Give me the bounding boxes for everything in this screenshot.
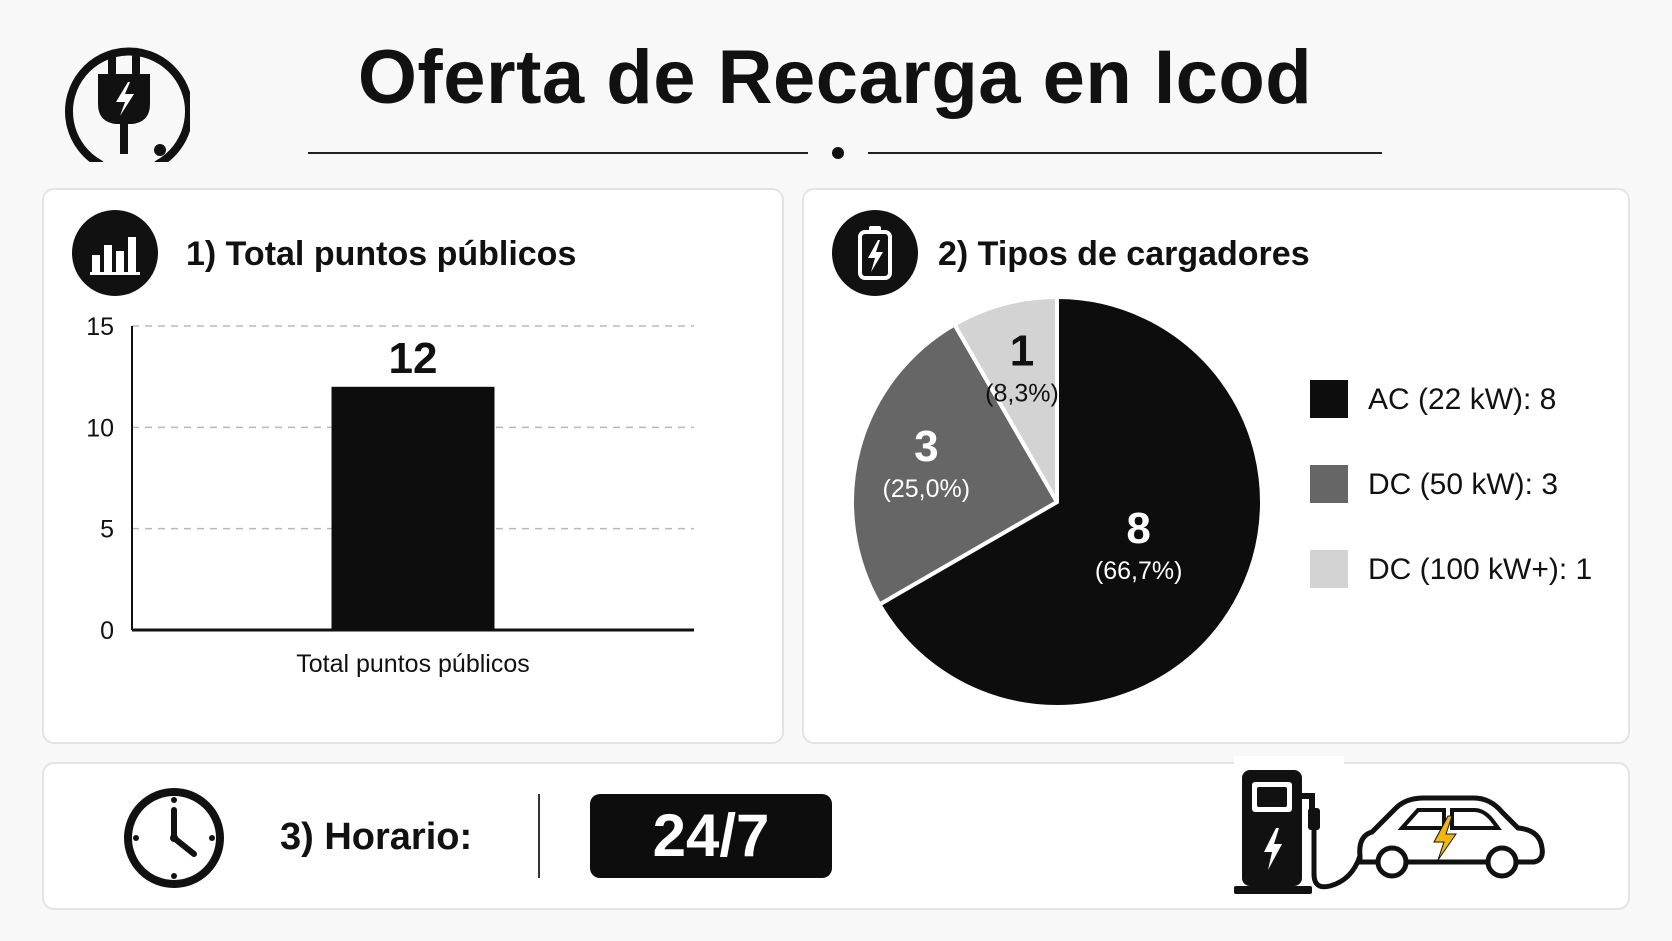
hours-panel: 3) Horario: 24/7 (42, 756, 1630, 910)
charger-types-panel: 2) Tipos de cargadores 8 (66,7%) 3 (25,0%) 1… (802, 188, 1630, 744)
slice-percent-label: (25,0%) (883, 475, 971, 503)
slice-percent-label: (8,3%) (985, 379, 1059, 407)
title-divider (308, 147, 1382, 159)
page-title: Oferta de Recarga en Icod (357, 35, 1313, 120)
y-tick-label: 0 (100, 617, 114, 645)
charger-types-heading: 2) Tipos de cargadores (938, 235, 1310, 273)
bar-chart: 0 5 10 15 12 Total puntos públicos (86, 313, 694, 678)
total-points-panel: 1) Total puntos públicos 0 5 10 15 12 Total p… (42, 188, 784, 744)
legend-swatch (1310, 465, 1348, 503)
pie-chart: 8 (66,7%) 3 (25,0%) 1 (8,3%) AC (22 kW): 8 DC (… (850, 295, 1592, 709)
pie-slice (952, 295, 1059, 504)
clock-icon (124, 788, 224, 888)
legend-swatch (1310, 550, 1348, 588)
battery-charge-icon (858, 226, 892, 280)
legend-swatch (1310, 380, 1348, 418)
hours-separator (538, 794, 540, 878)
charging-illustration (1234, 756, 1545, 906)
hours-label: 3) Horario: (280, 816, 473, 858)
pie-slice (850, 322, 1059, 607)
bar-value-label: 12 (389, 334, 438, 383)
total-points-heading: 1) Total puntos públicos (186, 235, 577, 273)
y-tick-label: 5 (100, 516, 114, 544)
slice-value-label: 1 (1010, 326, 1034, 375)
y-tick-label: 15 (86, 313, 114, 341)
y-tick-label: 10 (86, 414, 114, 442)
charging-station-icon (1234, 770, 1363, 894)
legend-label: AC (22 kW): 8 (1368, 383, 1556, 416)
bar-chart-icon (90, 237, 140, 275)
slice-value-label: 8 (1126, 504, 1150, 553)
slice-percent-label: (66,7%) (1095, 557, 1183, 585)
electric-car-icon (1357, 795, 1545, 879)
slice-value-label: 3 (914, 422, 938, 471)
legend-label: DC (50 kW): 3 (1368, 468, 1558, 501)
bar-chart-badge (72, 210, 158, 296)
bar (331, 386, 495, 630)
hours-value: 24/7 (590, 794, 832, 878)
battery-badge (832, 210, 918, 296)
pie-slice (877, 295, 1264, 709)
x-tick-label: Total puntos públicos (296, 650, 529, 678)
legend-label: DC (100 kW+): 1 (1368, 553, 1592, 586)
plug-icon (65, 47, 190, 162)
